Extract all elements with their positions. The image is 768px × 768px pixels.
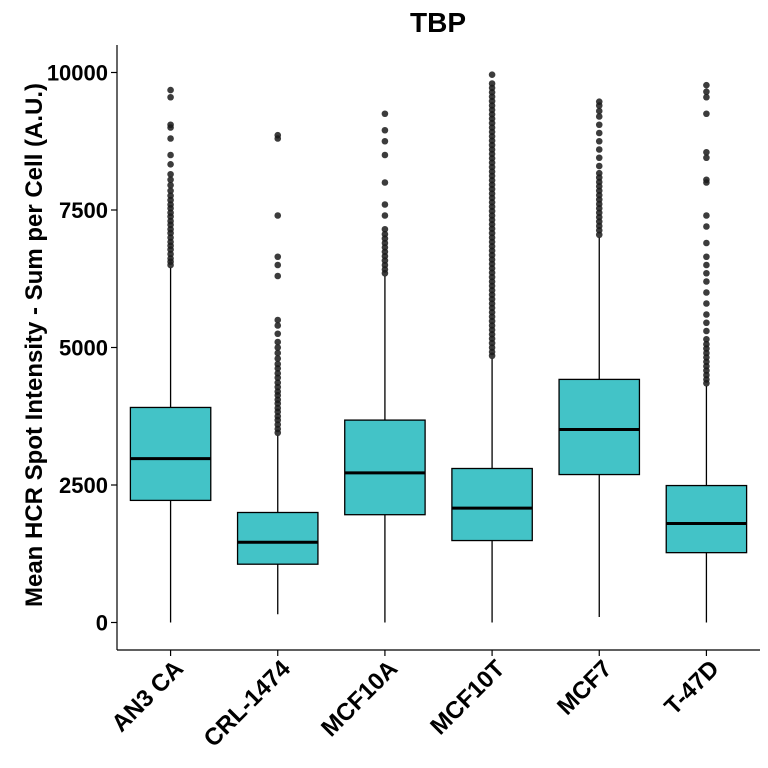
outlier-point	[381, 212, 389, 219]
outlier-point	[595, 129, 603, 137]
box-iqr	[129, 406, 212, 502]
chart-title: TBP	[410, 7, 466, 38]
outlier-point	[167, 187, 174, 195]
y-tick-label: 7500	[59, 198, 108, 223]
plot-area: 0 2500 5000 7500 10000 AN3 CA CRL-1474 MCF10A MC…	[47, 45, 760, 753]
y-tick-label: 5000	[59, 336, 108, 361]
outlier-point	[167, 151, 174, 159]
outlier-point	[274, 344, 282, 351]
outlier-point	[167, 86, 174, 94]
outlier-point	[703, 300, 710, 307]
outlier-point	[703, 154, 710, 162]
outlier-point	[167, 93, 174, 101]
outlier-point	[274, 379, 282, 387]
outlier-point	[595, 98, 603, 105]
outlier-point	[381, 201, 389, 208]
x-tick-label: MCF10A	[316, 655, 403, 742]
outlier-point	[703, 93, 710, 101]
y-axis-label: Mean HCR Spot Intensity - Sum per Cell (…	[21, 83, 48, 607]
outlier-point	[274, 360, 282, 368]
y-tick-label: 10000	[47, 61, 108, 86]
outlier-point	[703, 289, 710, 296]
outlier-point	[703, 327, 710, 335]
outlier-point	[274, 272, 282, 280]
outlier-point	[703, 239, 710, 247]
outlier-point	[167, 161, 174, 168]
outlier-point	[274, 349, 282, 357]
outlier-point	[703, 319, 710, 327]
outlier-point	[381, 225, 389, 233]
outlier-point	[381, 126, 389, 134]
outlier-point	[595, 137, 603, 145]
outlier-point	[381, 230, 389, 238]
outlier-point	[381, 110, 389, 118]
outlier-point	[703, 212, 710, 219]
outlier-point	[274, 212, 282, 219]
outlier-point	[595, 107, 603, 115]
outlier-point	[703, 335, 710, 343]
outlier-point	[274, 261, 282, 269]
outlier-point	[274, 322, 282, 329]
outlier-point	[488, 71, 496, 78]
outlier-point	[274, 338, 282, 346]
x-tick-label: MCF7	[552, 655, 617, 720]
outlier-point	[595, 154, 603, 162]
box-iqr	[236, 511, 319, 565]
outlier-point	[167, 176, 174, 184]
outlier-point	[167, 181, 174, 189]
outlier-point	[703, 253, 710, 261]
box-iqr	[558, 378, 641, 476]
outlier-point	[274, 316, 282, 324]
outlier-point	[274, 253, 282, 261]
x-tick-label: T-47D	[659, 655, 724, 720]
outlier-point	[595, 121, 603, 129]
outlier-point	[703, 340, 710, 348]
outlier-point	[167, 170, 174, 178]
outlier-point	[595, 169, 603, 177]
x-tick-label: CRL-1474	[199, 655, 297, 753]
outlier-point	[167, 192, 174, 199]
outlier-point	[274, 330, 282, 338]
outlier-point	[703, 148, 710, 156]
outlier-point	[167, 135, 174, 142]
box-iqr	[344, 419, 426, 516]
outlier-point	[274, 131, 282, 139]
outlier-point	[167, 121, 174, 129]
outlier-point	[595, 113, 603, 120]
outlier-point	[381, 151, 389, 159]
outlier-point	[703, 261, 710, 269]
y-tick-label: 0	[96, 611, 108, 636]
outlier-point	[381, 137, 389, 145]
outlier-point	[703, 176, 710, 184]
outlier-point	[274, 355, 282, 362]
box-iqr	[665, 484, 748, 554]
outlier-point	[595, 146, 603, 153]
x-tick-label: MCF10T	[425, 655, 510, 740]
outlier-point	[703, 88, 710, 96]
outlier-point	[703, 110, 710, 118]
y-tick-label: 2500	[59, 473, 108, 498]
outlier-point	[488, 80, 496, 87]
outlier-point	[703, 223, 710, 230]
box-iqr	[451, 467, 533, 542]
outlier-point	[595, 162, 603, 170]
outlier-point	[703, 81, 710, 89]
outlier-point	[703, 269, 710, 277]
x-tick-label: AN3 CA	[107, 655, 189, 737]
outlier-point	[703, 311, 710, 318]
outlier-point	[703, 278, 710, 285]
outlier-point	[381, 179, 389, 186]
outlier-point	[274, 370, 282, 377]
